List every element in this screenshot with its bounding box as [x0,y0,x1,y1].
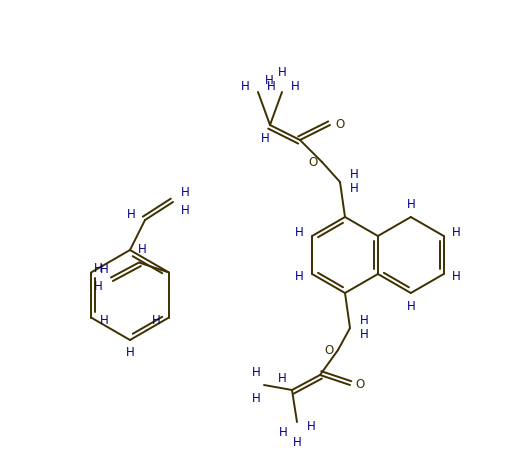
Text: H: H [307,420,315,433]
Text: H: H [295,226,304,240]
Text: O: O [324,343,333,356]
Text: H: H [278,371,286,384]
Text: H: H [360,315,368,328]
Text: H: H [152,314,161,327]
Text: O: O [308,156,317,169]
Text: H: H [278,67,286,80]
Text: H: H [452,270,461,283]
Text: H: H [261,131,269,144]
Text: H: H [252,365,260,378]
Text: H: H [295,270,304,283]
Text: H: H [360,329,368,342]
Text: H: H [241,81,250,94]
Text: H: H [100,263,109,276]
Text: H: H [100,314,109,327]
Text: H: H [407,198,415,211]
Text: H: H [264,74,273,87]
Text: H: H [267,81,276,94]
Text: O: O [356,378,365,391]
Text: H: H [181,185,189,199]
Text: H: H [126,347,135,359]
Text: H: H [279,425,287,439]
Text: H: H [127,208,135,221]
Text: H: H [293,436,302,448]
Text: H: H [290,81,299,94]
Text: O: O [335,118,344,131]
Text: H: H [452,226,461,240]
Text: H: H [407,300,415,313]
Text: H: H [94,280,102,293]
Text: H: H [138,243,146,256]
Text: H: H [94,262,102,275]
Text: H: H [252,391,260,404]
Text: H: H [181,204,189,217]
Text: H: H [350,183,358,196]
Text: H: H [350,169,358,181]
